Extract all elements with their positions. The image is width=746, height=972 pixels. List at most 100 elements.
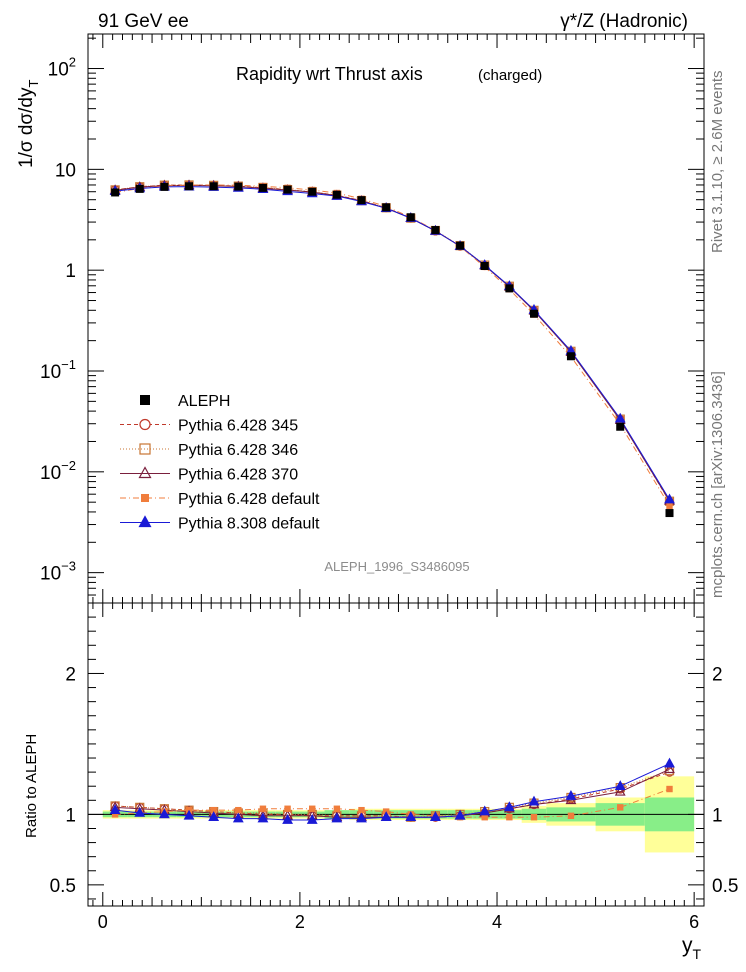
legend: ALEPH Pythia 6.428 345 Pythia 6.428 346 Pyt… bbox=[120, 393, 320, 533]
x-tick-label: 0 bbox=[98, 912, 108, 932]
marker-data-point bbox=[258, 183, 267, 192]
y-tick-label: 102 bbox=[48, 55, 76, 81]
marker-triangle bbox=[503, 801, 515, 812]
marker-data-point bbox=[566, 352, 575, 361]
y-tick-exponent: −2 bbox=[61, 458, 76, 473]
marker-data-point bbox=[160, 182, 169, 191]
marker-data-point bbox=[185, 182, 194, 191]
marker-square bbox=[666, 502, 673, 510]
marker-triangle bbox=[356, 812, 367, 823]
ratio-y-tick-label-right: 2 bbox=[712, 664, 723, 685]
marker-data-point bbox=[456, 241, 465, 250]
marker-triangle bbox=[405, 811, 417, 822]
x-tick-label: 2 bbox=[295, 912, 305, 932]
ratio-y-tick-label-right: 0.5 bbox=[712, 876, 738, 897]
y-tick-exponent: −1 bbox=[61, 357, 76, 372]
marker-data-point bbox=[308, 187, 317, 196]
marker-data-point bbox=[135, 184, 144, 193]
y-tick-label: 10 bbox=[55, 160, 76, 181]
ratio-y-tick-label: 0.5 bbox=[50, 876, 76, 897]
y-tick-exponent: 2 bbox=[69, 55, 76, 70]
legend-label: Pythia 6.428 370 bbox=[178, 467, 298, 484]
marker-data-point bbox=[140, 395, 150, 405]
legend-entry: ALEPH bbox=[140, 393, 230, 410]
ratio-y-tick-label: 1 bbox=[65, 805, 76, 826]
ratio-y-tick-label: 2 bbox=[65, 664, 76, 685]
marker-data-point bbox=[616, 422, 625, 431]
marker-data-point bbox=[665, 509, 674, 518]
marker-triangle bbox=[614, 780, 626, 791]
marker-square bbox=[141, 494, 149, 502]
marker-triangle bbox=[454, 809, 466, 820]
legend-label: ALEPH bbox=[178, 393, 230, 410]
legend-label: Pythia 6.428 default bbox=[178, 491, 320, 508]
x-axis-label: yT bbox=[682, 934, 702, 962]
marker-triangle bbox=[134, 806, 146, 817]
marker-data-point bbox=[480, 262, 489, 271]
marker-square bbox=[506, 814, 513, 821]
marker-triangle bbox=[430, 811, 441, 822]
marker-triangle bbox=[528, 795, 540, 806]
ratio-y-tick-label-right: 1 bbox=[712, 805, 723, 826]
marker-triangle bbox=[664, 493, 675, 504]
marker-data-point bbox=[234, 182, 243, 191]
marker-triangle bbox=[208, 811, 220, 822]
header-right: γ*/Z (Hadronic) bbox=[560, 11, 688, 32]
legend-label: Pythia 6.428 346 bbox=[178, 442, 298, 459]
marker-triangle bbox=[380, 811, 392, 822]
ratio-frame bbox=[87, 602, 705, 907]
marker-triangle bbox=[614, 785, 626, 796]
marker-data-point bbox=[332, 190, 341, 199]
chart-title-note: (charged) bbox=[478, 67, 542, 84]
marker-triangle bbox=[282, 813, 293, 824]
marker-square bbox=[358, 806, 365, 814]
marker-square bbox=[309, 805, 316, 812]
marker-square bbox=[530, 814, 538, 821]
x-tick-label: 6 bbox=[689, 912, 699, 932]
marker-triangle bbox=[257, 812, 269, 823]
chart-title: Rapidity wrt Thrust axis bbox=[236, 64, 423, 84]
marker-triangle bbox=[138, 515, 152, 528]
marker-data-point bbox=[431, 226, 440, 235]
marker-square bbox=[481, 814, 488, 821]
y-tick-label: 10−1 bbox=[40, 357, 76, 383]
marker-triangle bbox=[306, 813, 318, 824]
marker-triangle bbox=[331, 812, 343, 823]
ratio-y-axis-label: Ratio to ALEPH bbox=[23, 734, 40, 838]
marker-square bbox=[111, 811, 119, 818]
header-left: 91 GeV ee bbox=[98, 11, 189, 32]
legend-entry: Pythia 6.428 346 bbox=[120, 442, 298, 459]
data-points bbox=[111, 182, 674, 518]
marker-square bbox=[567, 812, 575, 820]
marker-data-point bbox=[529, 309, 538, 318]
x-tick-label: 4 bbox=[492, 912, 502, 932]
legend-entry: Pythia 6.428 370 bbox=[120, 466, 298, 484]
marker-triangle bbox=[183, 809, 195, 820]
marker-square bbox=[235, 806, 242, 814]
marker-data-point bbox=[111, 188, 120, 197]
y-tick-label: 1 bbox=[65, 261, 76, 282]
marker-data-point bbox=[406, 213, 415, 222]
marker-square bbox=[259, 805, 267, 812]
x-axis-label-sub: T bbox=[693, 946, 702, 962]
legend-label: Pythia 6.428 345 bbox=[178, 418, 298, 435]
marker-data-point bbox=[505, 284, 514, 293]
series-line bbox=[115, 788, 670, 818]
legend-entry: Pythia 6.428 345 bbox=[120, 418, 298, 435]
marker-data-point bbox=[357, 196, 366, 205]
marker-triangle bbox=[664, 763, 675, 774]
marker-circle bbox=[139, 418, 151, 431]
marker-square bbox=[333, 805, 341, 812]
marker-square bbox=[284, 805, 291, 812]
legend-label: Pythia 8.308 default bbox=[178, 516, 320, 533]
marker-data-point bbox=[382, 203, 391, 212]
y-tick-label: 10−3 bbox=[40, 559, 76, 585]
series-main-3 bbox=[111, 181, 673, 510]
side-label-top: Rivet 3.1.10, ≥ 2.6M events bbox=[709, 71, 726, 254]
side-label-bottom: mcplots.cern.ch [arXiv:1306.3436] bbox=[709, 371, 726, 598]
marker-triangle bbox=[565, 790, 577, 800]
series-ratio-4 bbox=[109, 757, 675, 824]
main-panel bbox=[109, 179, 675, 518]
y-axis-label: 1/σ dσ/dyT bbox=[16, 80, 41, 169]
